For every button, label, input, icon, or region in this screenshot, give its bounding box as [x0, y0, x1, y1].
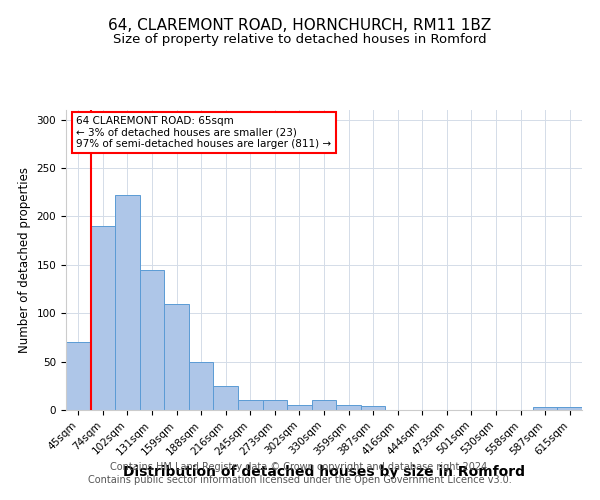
Bar — [263, 400, 287, 410]
Text: Contains public sector information licensed under the Open Government Licence v3: Contains public sector information licen… — [88, 475, 512, 485]
Bar — [361, 406, 385, 410]
Bar — [287, 405, 312, 410]
Bar — [336, 405, 361, 410]
Text: Contains HM Land Registry data © Crown copyright and database right 2024.: Contains HM Land Registry data © Crown c… — [110, 462, 490, 472]
Bar — [214, 386, 238, 410]
Bar — [115, 195, 140, 410]
Text: 64 CLAREMONT ROAD: 65sqm
← 3% of detached houses are smaller (23)
97% of semi-de: 64 CLAREMONT ROAD: 65sqm ← 3% of detache… — [76, 116, 331, 149]
Bar — [238, 400, 263, 410]
Bar — [189, 362, 214, 410]
Bar — [164, 304, 189, 410]
X-axis label: Distribution of detached houses by size in Romford: Distribution of detached houses by size … — [123, 465, 525, 479]
Y-axis label: Number of detached properties: Number of detached properties — [18, 167, 31, 353]
Bar — [91, 226, 115, 410]
Bar — [140, 270, 164, 410]
Text: Size of property relative to detached houses in Romford: Size of property relative to detached ho… — [113, 32, 487, 46]
Text: 64, CLAREMONT ROAD, HORNCHURCH, RM11 1BZ: 64, CLAREMONT ROAD, HORNCHURCH, RM11 1BZ — [109, 18, 491, 32]
Bar — [533, 407, 557, 410]
Bar — [557, 407, 582, 410]
Bar — [312, 400, 336, 410]
Bar — [66, 342, 91, 410]
